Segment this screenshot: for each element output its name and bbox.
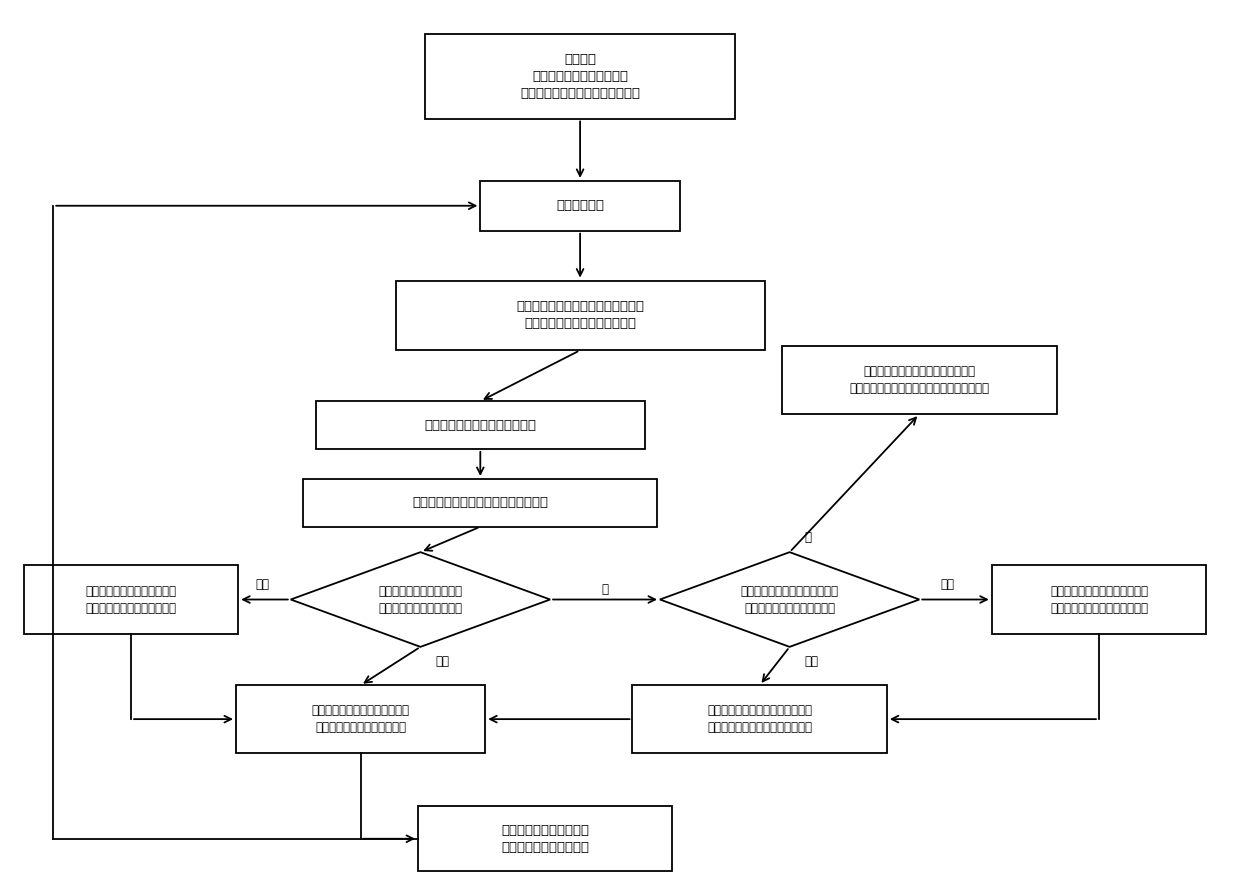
- Text: 将优化决策时间针设置到
到达新位置时的当前时刻: 将优化决策时间针设置到 到达新位置时的当前时刻: [501, 824, 590, 854]
- Text: 采集环境数据: 采集环境数据: [556, 199, 605, 213]
- Text: 完成环境障碍物区域位置点数据库和
环境可通行区域位置点数据库，结束建图任务: 完成环境障碍物区域位置点数据库和 环境可通行区域位置点数据库，结束建图任务: [849, 365, 989, 395]
- Text: 初始化；
确定移动机器人当前位置；
设置优化决策时间针到当前时刻；: 初始化； 确定移动机器人当前位置； 设置优化决策时间针到当前时刻；: [520, 52, 641, 99]
- Text: 建立环境障碍物区域位置点数据库和
环境可通行区域位置点数据库；: 建立环境障碍物区域位置点数据库和 环境可通行区域位置点数据库；: [517, 300, 644, 330]
- Text: 空: 空: [804, 531, 812, 544]
- Text: 确定到可通行区域的边界的最近位置点: 确定到可通行区域的边界的最近位置点: [413, 496, 549, 509]
- Text: 利用探索优先度函数，确定唯
一的障碍物边界的最远位置点: 利用探索优先度函数，确定唯 一的障碍物边界的最远位置点: [85, 585, 177, 615]
- Text: 单个: 单个: [804, 656, 819, 668]
- Bar: [316, 401, 646, 449]
- Text: 确定的优化的路径为当前位置到
障碍物边界最远位置点的路径: 确定的优化的路径为当前位置到 障碍物边界最远位置点的路径: [311, 704, 410, 734]
- Text: 确定到障碍物边界的最远位置点: 确定到障碍物边界的最远位置点: [424, 418, 536, 431]
- Bar: [991, 564, 1207, 634]
- Bar: [24, 564, 238, 634]
- Text: 单个: 单个: [435, 656, 450, 668]
- Text: 多个: 多个: [255, 578, 270, 591]
- Text: 空: 空: [601, 583, 608, 596]
- Bar: [418, 806, 673, 871]
- Text: 多个: 多个: [940, 578, 954, 591]
- Polygon shape: [291, 552, 550, 647]
- Text: 确定的优化的路径为当前位置到可
通行区域的边界最近位置点的路径: 确定的优化的路径为当前位置到可 通行区域的边界最近位置点的路径: [707, 704, 813, 734]
- Bar: [632, 685, 887, 753]
- Text: 判断此时机器人新探测的障
碍物边界最远位置点的个数: 判断此时机器人新探测的障 碍物边界最远位置点的个数: [378, 585, 462, 615]
- Bar: [395, 281, 764, 350]
- Bar: [235, 685, 486, 753]
- Bar: [481, 181, 680, 230]
- Bar: [304, 479, 658, 527]
- Text: 利用探索优先度函数，确定唯一
的可通行区域的边界最近位置点: 利用探索优先度函数，确定唯一 的可通行区域的边界最近位置点: [1049, 585, 1147, 615]
- Text: 判断此时机器人新探索的可通行
区域的边界最近位置点的个数: 判断此时机器人新探索的可通行 区域的边界最近位置点的个数: [741, 585, 839, 615]
- Polygon shape: [660, 552, 919, 647]
- Bar: [782, 346, 1057, 414]
- Bar: [425, 34, 735, 119]
